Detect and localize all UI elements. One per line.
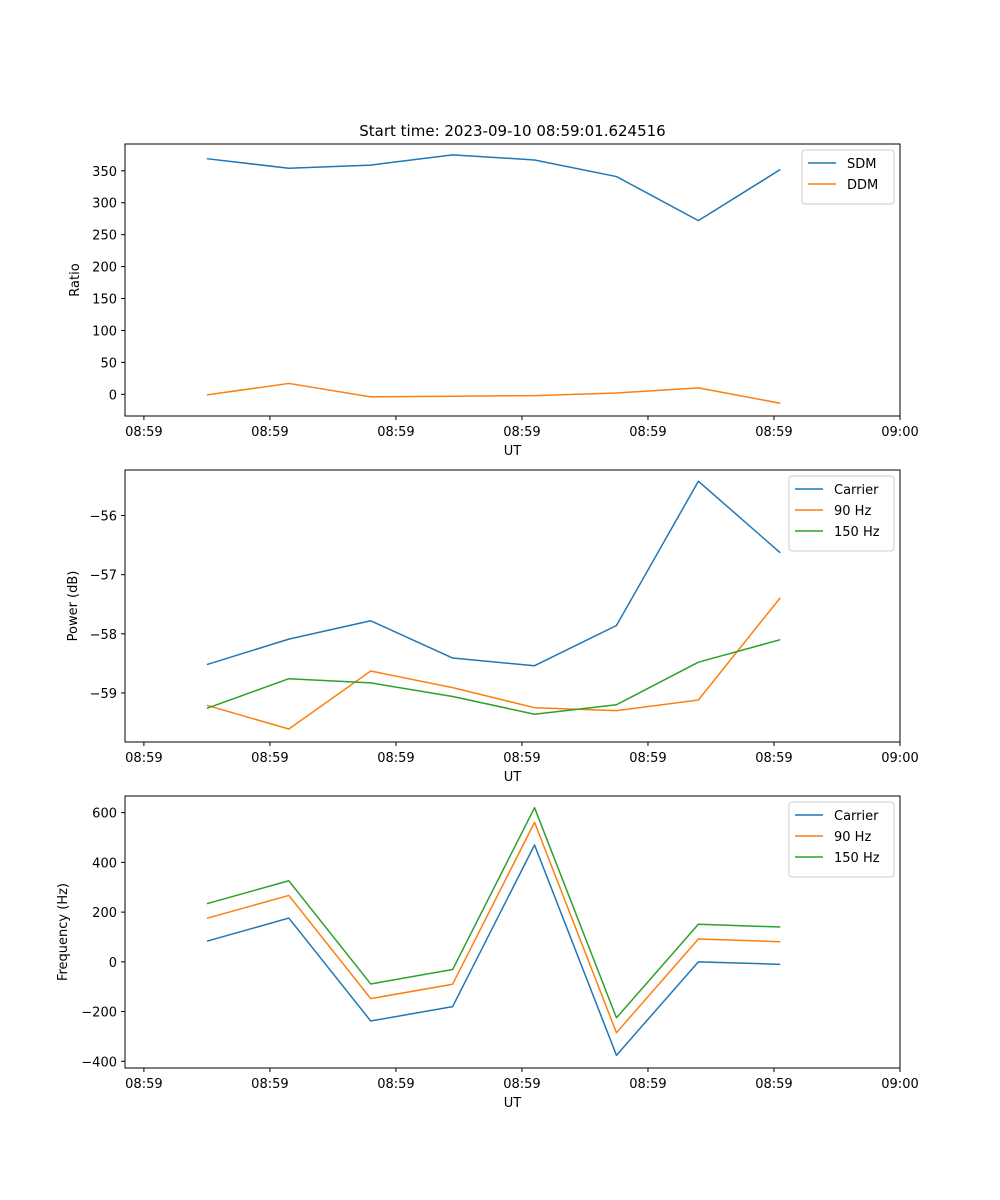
x-tick-label: 08:59 [251, 1077, 288, 1092]
axes-frame [124, 143, 901, 417]
x-tick-label: 08:59 [755, 425, 792, 440]
x-tick-label: 08:59 [377, 425, 414, 440]
y-tick-label: −400 [81, 1055, 117, 1070]
series-line-90-hz [206, 821, 781, 1034]
y-tick-label: −56 [90, 510, 117, 525]
chart-title: Start time: 2023-09-10 08:59:01.624516 [359, 122, 665, 140]
y-tick-label: 100 [92, 324, 117, 339]
legend-label: Carrier [834, 483, 879, 498]
legend: Carrier 90 Hz 150 Hz [788, 801, 895, 878]
x-tick-label: 08:59 [377, 751, 414, 766]
series-line-150-hz [206, 638, 781, 715]
axes-frame [124, 469, 901, 743]
x-tick-label: 08:59 [629, 425, 666, 440]
y-tick-label: −57 [90, 569, 117, 584]
legend-label: 90 Hz [834, 830, 871, 845]
y-tick-label: −58 [90, 628, 117, 643]
x-axis-label: UT [504, 1096, 522, 1111]
x-tick-label: 08:59 [251, 425, 288, 440]
x-tick-label: 08:59 [251, 751, 288, 766]
x-tick-label: 08:59 [125, 1077, 162, 1092]
legend-label: 90 Hz [834, 504, 871, 519]
x-tick-label: 08:59 [755, 751, 792, 766]
y-tick-label: −59 [90, 687, 117, 702]
x-tick-label: 08:59 [377, 1077, 414, 1092]
y-tick-label: 600 [92, 807, 117, 822]
x-axis-label: UT [504, 770, 522, 785]
y-tick-label: 200 [92, 906, 117, 921]
x-tick-label: 08:59 [503, 425, 540, 440]
y-tick-label: −200 [81, 1006, 117, 1021]
legend: Carrier 90 Hz 150 Hz [788, 475, 895, 552]
y-tick-label: 300 [92, 197, 117, 212]
x-tick-label: 08:59 [503, 1077, 540, 1092]
chart-2: 08:59 08:59 08:59 08:59 08:59 08:59 09:00 −59 −5… [66, 469, 919, 785]
series-line-ddm [206, 382, 781, 404]
y-tick-label: 200 [92, 261, 117, 276]
x-tick-label: 09:00 [881, 1077, 918, 1092]
chart-3: 08:59 08:59 08:59 08:59 08:59 08:59 09:00 −400 −… [56, 795, 919, 1111]
x-tick-label: 08:59 [503, 751, 540, 766]
y-tick-label: 250 [92, 229, 117, 244]
series-line-carrier [206, 480, 781, 667]
y-tick-label: 350 [92, 165, 117, 180]
x-tick-label: 08:59 [125, 425, 162, 440]
axes-frame [124, 795, 901, 1069]
y-tick-label: 0 [109, 956, 117, 971]
x-tick-label: 09:00 [881, 751, 918, 766]
legend-box [788, 475, 895, 552]
x-axis-label: UT [504, 444, 522, 459]
x-tick-label: 08:59 [629, 751, 666, 766]
y-axis-label: Ratio [68, 263, 83, 296]
legend-label: Carrier [834, 809, 879, 824]
chart-1: 08:59 08:59 08:59 08:59 08:59 08:59 09:00 0 50 10… [68, 122, 919, 459]
y-tick-label: 0 [109, 388, 117, 403]
series-line-sdm [206, 154, 781, 222]
legend-box [788, 801, 895, 878]
y-axis-label: Power (dB) [66, 571, 81, 642]
x-tick-label: 08:59 [125, 751, 162, 766]
legend-label: 150 Hz [834, 851, 880, 866]
y-tick-label: 50 [100, 356, 117, 371]
legend-label: DDM [847, 178, 878, 193]
x-tick-label: 08:59 [755, 1077, 792, 1092]
series-line-150-hz [206, 806, 781, 1019]
series-line-90-hz [206, 597, 781, 730]
legend: SDM DDM [801, 149, 895, 205]
y-tick-label: 150 [92, 293, 117, 308]
y-tick-label: 400 [92, 856, 117, 871]
y-axis-label: Frequency (Hz) [56, 883, 71, 981]
x-tick-label: 09:00 [881, 425, 918, 440]
x-tick-label: 08:59 [629, 1077, 666, 1092]
series-line-carrier [206, 844, 781, 1057]
legend-label: SDM [847, 157, 876, 172]
legend-label: 150 Hz [834, 525, 880, 540]
